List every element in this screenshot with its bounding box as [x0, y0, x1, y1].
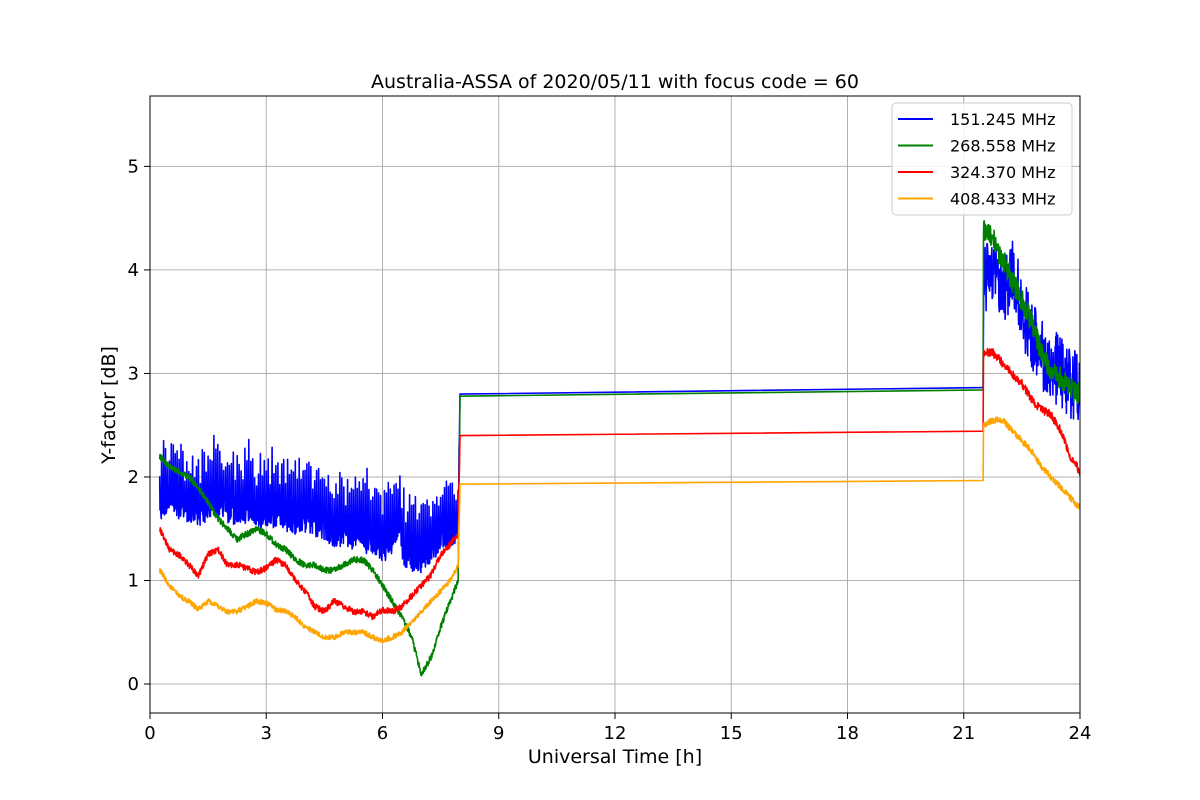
y-tick-label: 5 [128, 156, 139, 177]
x-tick-label: 3 [261, 723, 272, 744]
x-axis-label: Universal Time [h] [528, 746, 702, 768]
series-line [158, 347, 1080, 621]
y-tick-label: 2 [128, 467, 139, 488]
legend-entry-label: 268.558 MHz [950, 137, 1055, 156]
legend-entry-label: 151.245 MHz [950, 110, 1055, 129]
x-tick-label: 24 [1069, 723, 1092, 744]
x-tick-label: 0 [144, 723, 155, 744]
chart-title: Australia-ASSA of 2020/05/11 with focus … [371, 71, 859, 93]
legend-entry-label: 324.370 MHz [950, 163, 1055, 182]
legend-box [891, 102, 1073, 216]
series-line [158, 416, 1080, 644]
series-line [158, 220, 1080, 677]
x-tick-label: 12 [604, 723, 627, 744]
y-tick-label: 3 [128, 363, 139, 384]
legend: 151.245 MHz 268.558 MHz 324.370 MHz 408.433… [891, 102, 1073, 216]
y-axis-label: Y-factor [dB] [98, 346, 120, 465]
legend-entry-label: 408.433 MHz [950, 190, 1055, 209]
series-line [158, 240, 1080, 574]
x-tick-label: 6 [377, 723, 388, 744]
x-tick-label: 9 [493, 723, 504, 744]
x-tick-label: 15 [720, 723, 743, 744]
y-tick-label: 1 [128, 570, 139, 591]
series-layer [158, 220, 1080, 677]
y-tick-label: 0 [128, 674, 139, 695]
x-tick-label: 18 [836, 723, 859, 744]
y-tick-label: 4 [128, 260, 139, 281]
x-tick-label: 21 [952, 723, 975, 744]
